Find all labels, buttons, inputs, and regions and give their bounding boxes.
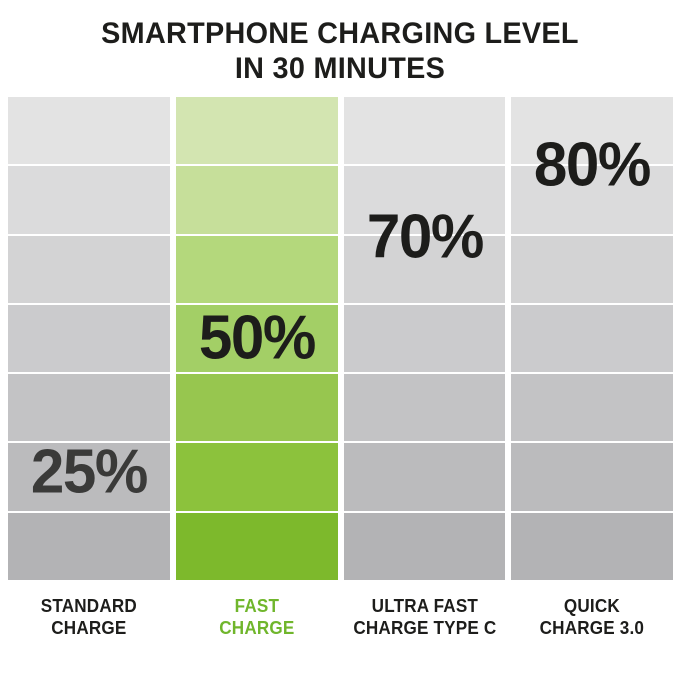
cell-quick-charge-3-0-row-7 <box>511 512 673 580</box>
cell-fast-charge-row-7 <box>175 512 338 580</box>
category-label-standard-charge-line-2: CHARGE <box>51 618 127 638</box>
cell-ultra-fast-charge-type-c-row-6 <box>343 443 506 511</box>
category-label-fast-charge-line-1: FAST <box>234 596 279 616</box>
cell-standard-charge-row-5 <box>8 374 170 442</box>
chart-grid <box>8 97 673 580</box>
category-label-standard-charge-line-1: STANDARD <box>40 596 137 616</box>
cell-fast-charge-row-4 <box>175 304 338 373</box>
value-label-standard-charge: 25% <box>30 437 148 507</box>
category-label-standard-charge: STANDARD CHARGE <box>12 595 166 639</box>
cell-ultra-fast-charge-type-c-row-3 <box>343 235 506 303</box>
category-label-ultra-fast-charge-type-c-line-2: CHARGE TYPE C <box>352 618 496 638</box>
title-line-2: IN 30 MINUTES <box>234 52 446 85</box>
category-label-quick-charge-3-0-line-2: CHARGE 3.0 <box>539 618 645 638</box>
cell-fast-charge-row-2 <box>175 166 338 234</box>
cell-quick-charge-3-0-row-5 <box>511 374 673 442</box>
cell-standard-charge-row-7 <box>8 512 170 580</box>
category-label-ultra-fast-charge-type-c-line-1: ULTRA FAST <box>371 596 478 616</box>
cell-quick-charge-3-0-row-1 <box>511 97 673 165</box>
cell-fast-charge-row-6 <box>175 443 338 511</box>
category-label-fast-charge: FAST CHARGE <box>180 595 334 639</box>
category-label-quick-charge-3-0-line-1: QUICK <box>564 596 621 616</box>
cell-ultra-fast-charge-type-c-row-1 <box>343 97 506 165</box>
category-label-fast-charge-line-2: CHARGE <box>218 618 295 638</box>
title-line-1: SMARTPHONE CHARGING LEVEL <box>101 17 579 50</box>
value-label-fast-charge: 50% <box>198 303 316 373</box>
cell-standard-charge-row-2 <box>8 166 170 234</box>
category-label-ultra-fast-charge-type-c: ULTRA FAST CHARGE TYPE C <box>348 595 502 639</box>
cell-quick-charge-3-0-row-6 <box>511 443 673 511</box>
cell-ultra-fast-charge-type-c-row-5 <box>343 374 506 442</box>
cell-ultra-fast-charge-type-c-row-7 <box>343 512 506 580</box>
page-title: SMARTPHONE CHARGING LEVEL IN 30 MINUTES <box>14 16 667 86</box>
cell-quick-charge-3-0-row-3 <box>511 235 673 303</box>
value-label-quick-charge-3-0: 80% <box>534 130 651 200</box>
cell-fast-charge-row-5 <box>175 374 338 442</box>
cell-fast-charge-row-1 <box>175 97 338 165</box>
cell-quick-charge-3-0-row-2 <box>511 166 673 234</box>
cell-ultra-fast-charge-type-c-row-4 <box>343 304 506 373</box>
category-label-quick-charge-3-0: QUICK CHARGE 3.0 <box>515 595 669 639</box>
cell-standard-charge-row-3 <box>8 235 170 303</box>
cell-standard-charge-row-4 <box>8 304 170 373</box>
cell-standard-charge-row-6 <box>8 443 170 511</box>
cell-quick-charge-3-0-row-4 <box>511 304 673 373</box>
cell-standard-charge-row-1 <box>8 97 170 165</box>
cell-fast-charge-row-3 <box>175 235 338 303</box>
cell-ultra-fast-charge-type-c-row-2 <box>343 166 506 234</box>
value-label-ultra-fast-charge-type-c: 70% <box>366 202 483 272</box>
